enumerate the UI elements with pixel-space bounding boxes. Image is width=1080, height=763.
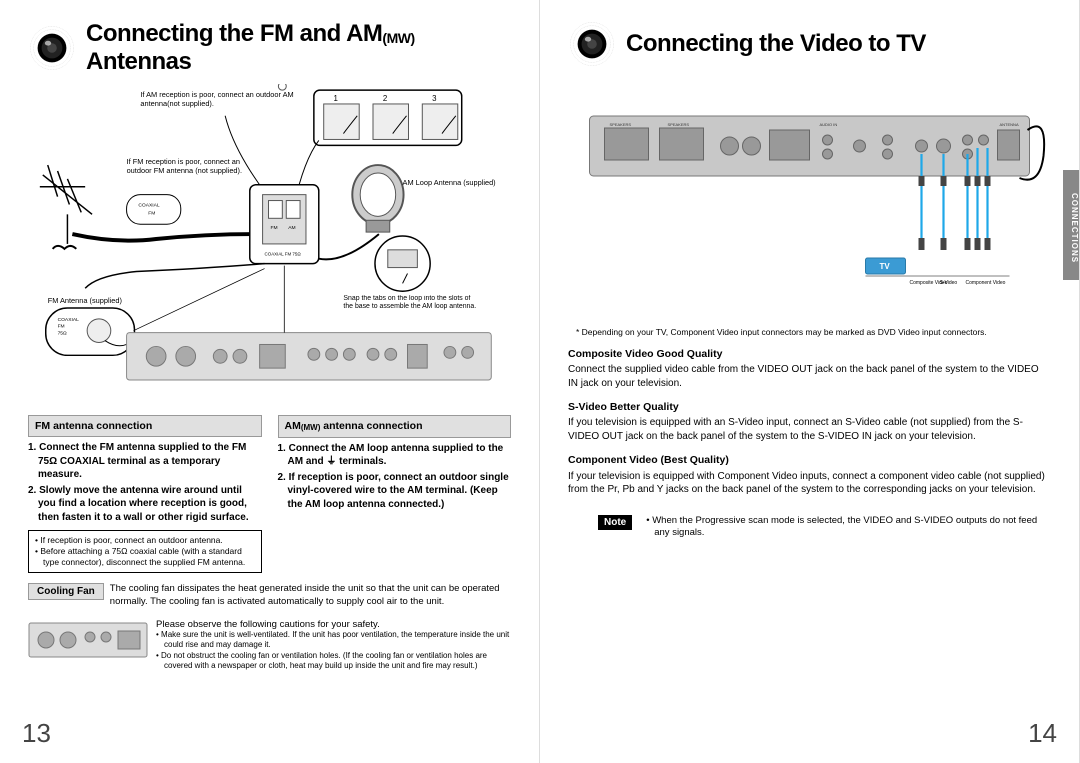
- fm-note: If reception is poor, connect an outdoor…: [35, 535, 255, 546]
- cooling-label: Cooling Fan: [28, 583, 104, 600]
- speaker-icon: [568, 20, 616, 68]
- page-right: CONNECTIONS Connecting the Video to TV S…: [540, 0, 1080, 763]
- page-number: 14: [1028, 718, 1057, 749]
- svg-text:AM Loop Antenna (supplied): AM Loop Antenna (supplied): [403, 178, 496, 187]
- section-heading: S-Video Better Quality: [568, 400, 1051, 414]
- section-body: If your television is equipped with Comp…: [568, 470, 1051, 497]
- fm-steps: 1. Connect the FM antenna supplied to th…: [28, 441, 262, 524]
- am-header: AM(MW) antenna connection: [278, 415, 512, 438]
- speaker-icon: [28, 24, 76, 72]
- svg-text:FM: FM: [58, 324, 65, 330]
- note-row: Note When the Progressive scan mode is s…: [568, 515, 1051, 541]
- instruction-columns: FM antenna connection 1. Connect the FM …: [28, 415, 511, 573]
- svg-text:AM: AM: [288, 225, 295, 231]
- right-header: Connecting the Video to TV: [568, 20, 1051, 68]
- back-panel-strip: [28, 619, 148, 661]
- svg-text:SPEAKERS: SPEAKERS: [610, 122, 632, 127]
- svg-text:75Ω: 75Ω: [58, 331, 67, 337]
- title-part-a: Connecting the FM and AM: [86, 20, 382, 47]
- section-body: Connect the supplied video cable from th…: [568, 363, 1051, 390]
- am-column: AM(MW) antenna connection 1. Connect the…: [278, 415, 512, 573]
- title-part-b: Antennas: [86, 48, 191, 75]
- svg-text:FM: FM: [270, 225, 277, 231]
- section-heading: Component Video (Best Quality): [568, 453, 1051, 467]
- svg-text:3: 3: [432, 94, 437, 103]
- fm-notes-box: If reception is poor, connect an outdoor…: [28, 530, 262, 573]
- cooling-text: The cooling fan dissipates the heat gene…: [110, 583, 511, 609]
- video-sections: Composite Video Good Quality Connect the…: [568, 347, 1051, 497]
- left-header: Connecting the FM and AM(MW) Antennas: [28, 20, 511, 76]
- note-label: Note: [598, 515, 632, 530]
- svg-text:ANTENNA: ANTENNA: [1000, 122, 1019, 127]
- fm-header: FM antenna connection: [28, 415, 262, 437]
- am-step: 2. If reception is poor, connect an outd…: [278, 471, 512, 512]
- svg-text:FM: FM: [148, 210, 155, 216]
- fm-column: FM antenna connection 1. Connect the FM …: [28, 415, 262, 573]
- note-text: When the Progressive scan mode is select…: [646, 515, 1051, 541]
- svg-text:FM Antenna (supplied): FM Antenna (supplied): [48, 296, 122, 305]
- caution-item: Do not obstruct the cooling fan or venti…: [156, 651, 511, 671]
- caution-list: Make sure the unit is well-ventilated. I…: [156, 630, 511, 671]
- svg-text:COAXIAL FM 75Ω: COAXIAL FM 75Ω: [265, 252, 302, 257]
- left-title: Connecting the FM and AM(MW) Antennas: [86, 20, 511, 76]
- title-sub: (MW): [382, 30, 414, 46]
- page-left: Connecting the FM and AM(MW) Antennas 1 …: [0, 0, 540, 763]
- svg-text:TV: TV: [880, 262, 891, 271]
- svg-text:COAXIAL: COAXIAL: [58, 317, 80, 323]
- am-steps: 1. Connect the AM loop antenna supplied …: [278, 442, 512, 512]
- component-footnote: Depending on your TV, Component Video in…: [568, 327, 1051, 337]
- right-title: Connecting the Video to TV: [626, 30, 926, 58]
- fm-step: 2. Slowly move the antenna wire around u…: [28, 484, 262, 525]
- svg-text:COAXIAL: COAXIAL: [138, 202, 160, 208]
- video-diagram: SPEAKERS SPEAKERS AUDIO IN ANTENNA: [568, 106, 1051, 306]
- svg-text:AUDIO IN: AUDIO IN: [820, 122, 838, 127]
- svg-text:SPEAKERS: SPEAKERS: [668, 122, 690, 127]
- section-tab: CONNECTIONS: [1063, 170, 1079, 280]
- svg-text:1: 1: [334, 94, 338, 103]
- caution-item: Make sure the unit is well-ventilated. I…: [156, 630, 511, 650]
- cautions-intro: Please observe the following cautions fo…: [156, 619, 511, 630]
- fm-step: 1. Connect the FM antenna supplied to th…: [28, 441, 262, 482]
- fm-note: Before attaching a 75Ω coaxial cable (wi…: [35, 546, 255, 568]
- svg-text:S-Video: S-Video: [940, 280, 958, 286]
- am-step: 1. Connect the AM loop antenna supplied …: [278, 442, 512, 469]
- cooling-row: Cooling Fan The cooling fan dissipates t…: [28, 583, 511, 609]
- svg-text:2: 2: [383, 94, 387, 103]
- page-number: 13: [22, 718, 51, 749]
- antenna-diagram: 1 2 3 If AM reception is poor, connect a…: [28, 84, 511, 394]
- section-body: If you television is equipped with an S-…: [568, 416, 1051, 443]
- svg-text:Component Video: Component Video: [966, 280, 1006, 286]
- section-heading: Composite Video Good Quality: [568, 347, 1051, 361]
